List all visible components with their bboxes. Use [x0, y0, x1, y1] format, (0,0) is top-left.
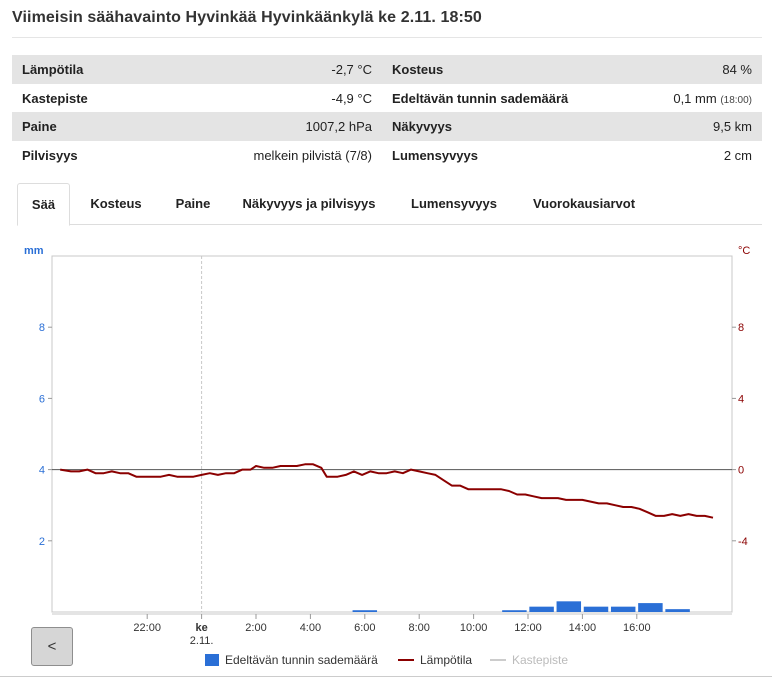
precipitation-value: 0,1 mm (18:00) [622, 84, 762, 112]
temperature-value: -2,7 °C [152, 55, 382, 84]
x-axis-tick-label: 12:00 [514, 622, 542, 634]
x-axis-tick-label: 6:00 [354, 622, 375, 634]
right-axis-tick-label: 4 [738, 393, 744, 405]
observation-row: Lämpötila -2,7 °C Kosteus 84 % [12, 55, 762, 84]
precipitation-label: Edeltävän tunnin sademäärä [392, 90, 569, 106]
humidity-value: 84 % [622, 55, 762, 84]
cloudiness-value: melkein pilvistä (7/8) [253, 147, 373, 163]
humidity-label: Kosteus [382, 55, 622, 84]
observation-table: Lämpötila -2,7 °C Kosteus 84 % Kastepist… [12, 55, 762, 169]
tab-weather[interactable]: Sää [17, 183, 70, 226]
precipitation-bar [610, 606, 636, 612]
x-axis-day-label: ke [195, 622, 207, 634]
precipitation-time-note: (18:00) [720, 94, 752, 106]
x-axis-tick-label: 10:00 [460, 622, 488, 634]
tab-snow-depth[interactable]: Lumensyvyys [411, 196, 497, 211]
legend-precipitation-label: Edeltävän tunnin sademäärä [225, 653, 378, 667]
precipitation-bar [583, 606, 609, 612]
right-axis-tick-label: -4 [738, 536, 748, 548]
tab-pressure[interactable]: Paine [175, 196, 211, 211]
snow-depth-value-text: 2 cm [723, 147, 752, 163]
legend-temperature-label: Lämpötila [420, 653, 472, 667]
humidity-value-text: 84 % [722, 62, 752, 77]
observation-row: Pilvisyys melkein pilvistä (7/8) Lumensy… [12, 141, 762, 169]
legend-dewpoint-label: Kastepiste [512, 653, 568, 667]
legend-precipitation-swatch [205, 654, 219, 666]
precipitation-bar [352, 610, 378, 612]
previous-period-button[interactable]: < [31, 627, 73, 666]
temperature-line [60, 463, 714, 519]
right-axis-tick-label: 8 [738, 322, 744, 334]
precipitation-bar [665, 609, 690, 612]
left-axis-unit: mm [24, 245, 44, 257]
observation-row: Kastepiste -4,9 °C Edeltävän tunnin sade… [12, 84, 762, 112]
precipitation-bar [638, 603, 663, 612]
right-axis-tick-label: 0 [738, 465, 744, 477]
page-title: Viimeisin säähavainto Hyvinkää Hyvinkään… [12, 9, 482, 26]
x-axis-tick-label: 2:00 [245, 622, 266, 634]
cloudiness-label: Pilvisyys [22, 147, 78, 163]
snow-depth-label: Lumensyvyys [392, 147, 478, 163]
x-axis-tick-label: 8:00 [408, 622, 429, 634]
precipitation-bar [502, 610, 527, 612]
chart-tabs: Sää Kosteus Paine Näkyvyys ja pilvisyys … [17, 183, 762, 226]
tab-daily-values[interactable]: Vuorokausiarvot [532, 196, 636, 211]
dewpoint-label: Kastepiste [22, 90, 88, 106]
tab-visibility-cloudiness[interactable]: Näkyvyys ja pilvisyys [242, 196, 376, 211]
visibility-label: Näkyvyys [382, 112, 622, 141]
precipitation-bar [529, 606, 554, 612]
left-axis-tick-label: 2 [39, 536, 45, 548]
weather-chart-svg: mm °C 2 4 6 8 -4 0 4 8 22:00 ke2.11. 2:00 4:00 6:00 8:0… [24, 245, 750, 667]
tab-humidity[interactable]: Kosteus [90, 196, 142, 211]
weather-chart: mm °C 2 4 6 8 -4 0 4 8 22:00 ke 2.11. 2:00 4:00 6:00 8:0… [0, 234, 772, 681]
bottom-divider [0, 676, 772, 677]
dewpoint-value: -4,9 °C [331, 90, 372, 106]
left-axis-tick-label: 6 [39, 393, 45, 405]
x-axis-date-label: 2.11. [190, 635, 214, 647]
x-axis-tick-label: 14:00 [569, 622, 597, 634]
precipitation-bar [556, 601, 582, 612]
x-axis-tick-label: 4:00 [300, 622, 321, 634]
left-axis-tick-label: 8 [39, 322, 45, 334]
pressure-value: 1007,2 hPa [152, 112, 382, 141]
pressure-label: Paine [12, 112, 152, 141]
x-axis-tick-label: 16:00 [623, 622, 651, 634]
observation-row: Paine 1007,2 hPa Näkyvyys 9,5 km [12, 112, 762, 141]
snow-depth-value: 2 cm [622, 141, 762, 169]
plot-frame [51, 255, 733, 613]
x-axis-tick-label: 22:00 [133, 622, 161, 634]
precipitation-value-text: 0,1 mm [673, 90, 717, 106]
left-axis-tick-label: 4 [39, 465, 45, 477]
right-axis-unit: °C [738, 245, 750, 257]
visibility-value: 9,5 km [622, 112, 762, 141]
temperature-label: Lämpötila [12, 55, 152, 84]
title-divider [12, 37, 762, 38]
visibility-value-text: 9,5 km [712, 119, 752, 134]
